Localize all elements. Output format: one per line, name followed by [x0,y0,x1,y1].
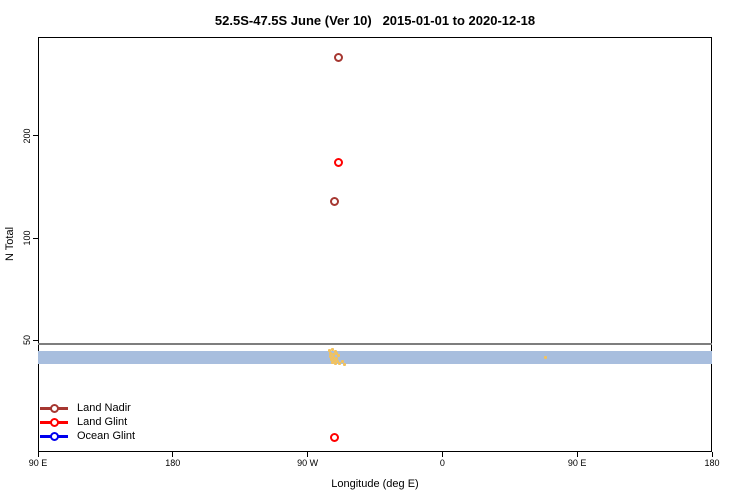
legend-label: Land Glint [77,416,128,428]
orange-marker [329,355,333,359]
legend-label: Land Nadir [77,402,131,414]
marker-land-nadir [334,52,344,62]
legend: Land Nadir Land Glint Ocean Glint [40,401,135,443]
orange-marker [328,349,332,353]
orange-marker [338,362,341,366]
x-axis-tick [37,452,39,457]
legend-item-land-nadir: Land Nadir [40,401,135,415]
y-tick-label: 50 [22,335,32,346]
marker-land-glint [334,157,344,167]
chart-title: 52.5S-47.5S June (Ver 10) 2015-01-01 to … [214,13,536,28]
legend-line-circle-icon [40,403,68,413]
x-axis-tick [711,452,713,457]
y-axis-label: N Total [4,226,16,262]
orange-marker [336,360,340,364]
y-axis-tick [33,339,38,341]
legend-label: Ocean Glint [77,430,136,442]
orange-marker [337,354,341,358]
orange-marker [334,350,338,354]
x-axis-tick [576,452,578,457]
orange-marker [330,358,334,362]
plot-area [38,37,712,452]
x-axis-tick [441,452,443,457]
orange-marker [329,352,333,356]
y-tick-label: 200 [22,128,32,144]
legend-item-ocean-glint: Ocean Glint [40,429,135,443]
ocean-glint-band [38,351,712,365]
x-tick-label: 90 W [297,458,319,468]
orange-marker [335,357,338,361]
legend-line-circle-icon [40,431,68,441]
orange-marker [343,363,347,367]
y-axis-tick [33,237,38,239]
legend-line-circle-icon [40,417,68,427]
marker-land-glint [330,432,340,442]
x-axis-tick [307,452,309,457]
orange-marker [332,353,335,357]
orange-marker [332,356,335,360]
x-tick-label: 90 E [28,458,48,468]
orange-marker [340,360,344,364]
orange-marker [331,348,335,352]
x-tick-label: 0 [439,458,445,468]
orange-marker [335,352,338,356]
orange-marker [334,362,338,366]
orange-marker [333,359,337,363]
x-tick-label: 180 [165,458,181,468]
orange-marker [331,361,335,365]
y-axis-tick [33,135,38,137]
orange-marker [543,356,547,360]
x-tick-label: 90 E [567,458,587,468]
legend-item-land-glint: Land Glint [40,415,135,429]
y-tick-label: 100 [22,230,32,246]
reference-line [38,343,712,346]
x-axis-label: Longitude (deg E) [331,478,419,490]
marker-land-nadir [330,197,340,207]
x-tick-label: 180 [704,458,720,468]
x-axis-tick [172,452,174,457]
